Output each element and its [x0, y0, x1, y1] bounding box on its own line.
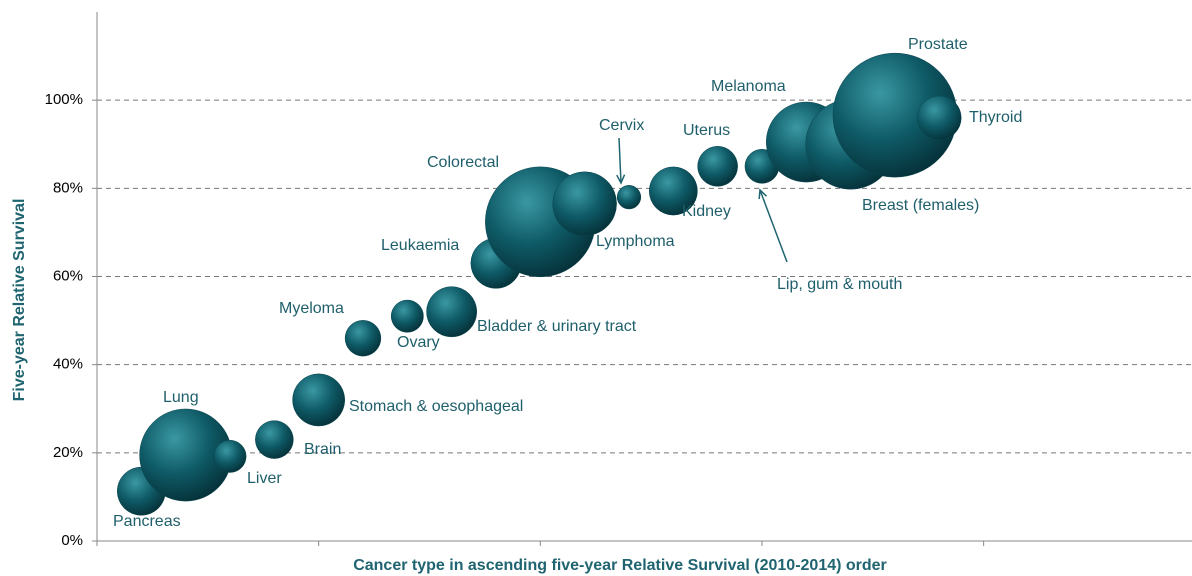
y-tick-label: 100% — [45, 91, 83, 108]
bubble-label: Stomach & oesophageal — [349, 398, 523, 415]
bubble — [213, 439, 247, 473]
arrow-head — [616, 174, 626, 185]
bubble-label: Myeloma — [279, 300, 344, 317]
bubble — [697, 146, 738, 187]
y-tick-label: 60% — [53, 267, 83, 284]
bubble-label: Brain — [304, 441, 341, 458]
bubble-label: Leukaemia — [381, 237, 459, 254]
bubble-label: Pancreas — [113, 513, 181, 530]
bubble-label: Lung — [163, 389, 199, 406]
bubble — [390, 299, 424, 333]
bubble-label: Liver — [247, 470, 282, 487]
bubble — [616, 185, 642, 210]
bubble — [552, 171, 617, 236]
y-tick-label: 80% — [53, 179, 83, 196]
y-tick-label: 40% — [53, 356, 83, 373]
x-axis-title: Cancer type in ascending five-year Relat… — [353, 557, 887, 574]
bubble-label: Colorectal — [427, 154, 499, 171]
arrow — [759, 189, 788, 263]
y-tick-label: 0% — [61, 532, 83, 549]
bubble-label: Thyroid — [969, 109, 1022, 126]
bubble-label: Cervix — [599, 117, 644, 134]
arrow-head — [758, 188, 768, 200]
bubble — [917, 95, 962, 140]
bubble — [292, 373, 346, 427]
bubble — [344, 320, 382, 357]
bubble-label: Ovary — [397, 334, 440, 351]
bubble-label: Prostate — [908, 36, 968, 53]
bubble-label: Kidney — [682, 203, 731, 220]
bubble-label: Breast (females) — [862, 197, 979, 214]
y-tick-label: 20% — [53, 444, 83, 461]
bubble — [648, 166, 698, 216]
bubble-label: Lymphoma — [596, 233, 675, 250]
bubble — [426, 286, 478, 338]
bubble-label: Lip, gum & mouth — [777, 276, 902, 293]
bubble-label: Melanoma — [711, 78, 786, 95]
y-axis-title: Five-year Relative Survival — [11, 199, 28, 402]
arrow — [618, 137, 622, 184]
bubble-label: Bladder & urinary tract — [477, 318, 637, 335]
bubble-label: Uterus — [683, 122, 730, 139]
bubble — [255, 420, 294, 459]
